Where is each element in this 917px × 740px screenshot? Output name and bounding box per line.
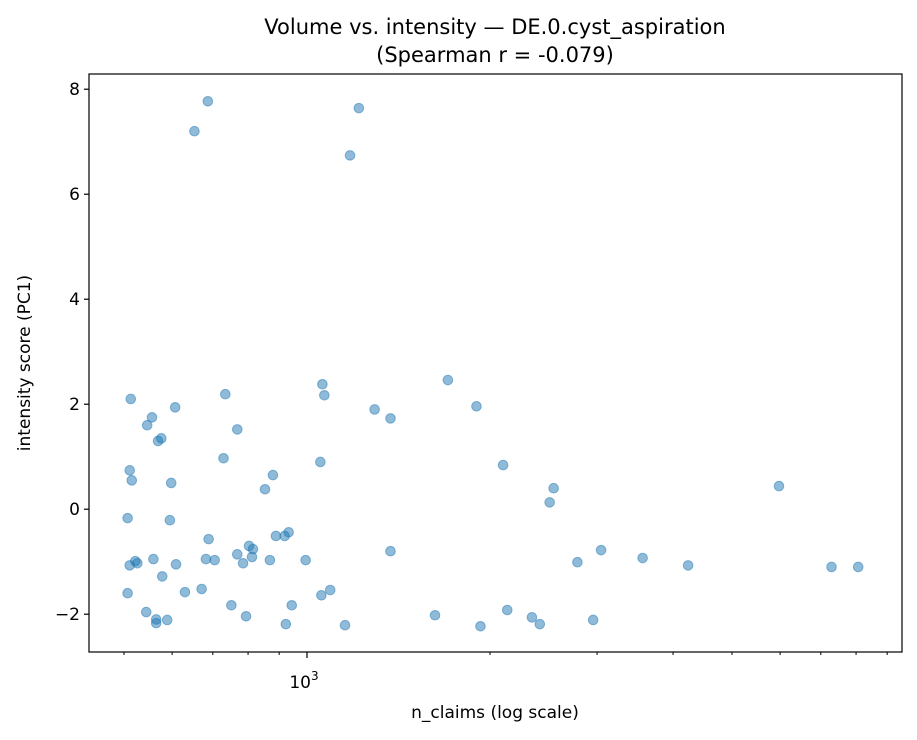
- data-point: [534, 618, 546, 630]
- data-point: [385, 545, 396, 557]
- data-point: [231, 424, 243, 435]
- x-axis-label: n_claims (log scale): [411, 703, 579, 723]
- y-tick-label: 8: [69, 80, 80, 100]
- data-point: [595, 544, 607, 556]
- data-point: [267, 469, 279, 481]
- data-point: [124, 560, 136, 571]
- ticks-layer: −2 0 2 4 6 8 103: [55, 80, 888, 693]
- y-axis-label: intensity score (PC1): [15, 275, 35, 451]
- data-point: [637, 552, 648, 564]
- data-point: [170, 559, 182, 570]
- data-point: [826, 561, 837, 573]
- data-point: [148, 553, 159, 565]
- points-layer: [122, 95, 864, 632]
- x-tick-label: 103: [289, 669, 318, 693]
- data-point: [246, 551, 258, 563]
- data-point: [339, 619, 351, 631]
- data-point: [169, 402, 181, 413]
- data-point: [264, 554, 276, 566]
- data-point: [218, 452, 229, 464]
- data-point: [220, 388, 231, 400]
- data-point: [548, 482, 559, 494]
- data-point: [429, 609, 441, 621]
- data-point: [189, 125, 200, 137]
- data-point: [270, 530, 282, 542]
- data-point: [203, 533, 214, 545]
- data-point: [526, 612, 538, 623]
- y-tick-label: 2: [69, 395, 80, 415]
- data-point: [286, 599, 298, 611]
- data-point: [317, 378, 328, 390]
- data-point: [226, 599, 237, 611]
- data-point: [140, 606, 152, 618]
- data-point: [125, 393, 137, 405]
- data-point: [385, 413, 396, 424]
- data-point: [852, 561, 864, 573]
- data-point: [209, 554, 220, 566]
- data-point: [179, 586, 191, 598]
- data-point: [316, 590, 327, 601]
- data-point: [475, 620, 486, 632]
- plot-frame: [88, 73, 903, 653]
- data-point: [471, 401, 482, 412]
- data-point: [353, 102, 365, 114]
- data-point: [124, 465, 136, 476]
- data-point: [773, 480, 785, 492]
- data-point: [156, 571, 168, 582]
- y-tick-label: 6: [69, 185, 80, 205]
- y-tick-label: 4: [69, 290, 80, 310]
- data-point: [146, 412, 158, 423]
- data-point: [161, 614, 173, 626]
- data-point: [152, 435, 164, 447]
- data-point: [196, 583, 207, 595]
- data-point: [300, 554, 311, 566]
- data-point: [202, 95, 214, 107]
- data-point: [280, 618, 292, 630]
- data-point: [122, 512, 133, 524]
- data-point: [324, 584, 336, 596]
- data-point: [164, 514, 176, 526]
- data-point: [682, 560, 694, 571]
- data-point: [126, 475, 138, 486]
- data-point: [240, 611, 252, 622]
- chart-subtitle: (Spearman r = -0.079): [376, 43, 614, 67]
- data-point: [344, 150, 356, 161]
- data-point: [497, 459, 509, 471]
- data-point: [200, 553, 212, 565]
- chart-title: Volume vs. intensity — DE.0.cyst_aspirat…: [264, 15, 725, 40]
- data-point: [150, 617, 162, 629]
- data-point: [231, 549, 243, 560]
- data-point: [283, 527, 294, 538]
- data-point: [442, 374, 454, 386]
- y-tick-label: 0: [69, 500, 80, 520]
- y-tick-label: −2: [55, 605, 80, 625]
- data-point: [544, 497, 555, 508]
- data-point: [141, 419, 153, 431]
- data-point: [315, 456, 326, 468]
- data-point: [572, 556, 583, 568]
- data-point: [587, 614, 599, 626]
- data-point: [501, 604, 513, 616]
- data-point: [319, 389, 330, 401]
- data-point: [369, 404, 380, 415]
- data-point: [237, 557, 249, 569]
- data-point: [122, 587, 133, 599]
- data-point: [165, 477, 177, 489]
- data-point: [259, 483, 271, 495]
